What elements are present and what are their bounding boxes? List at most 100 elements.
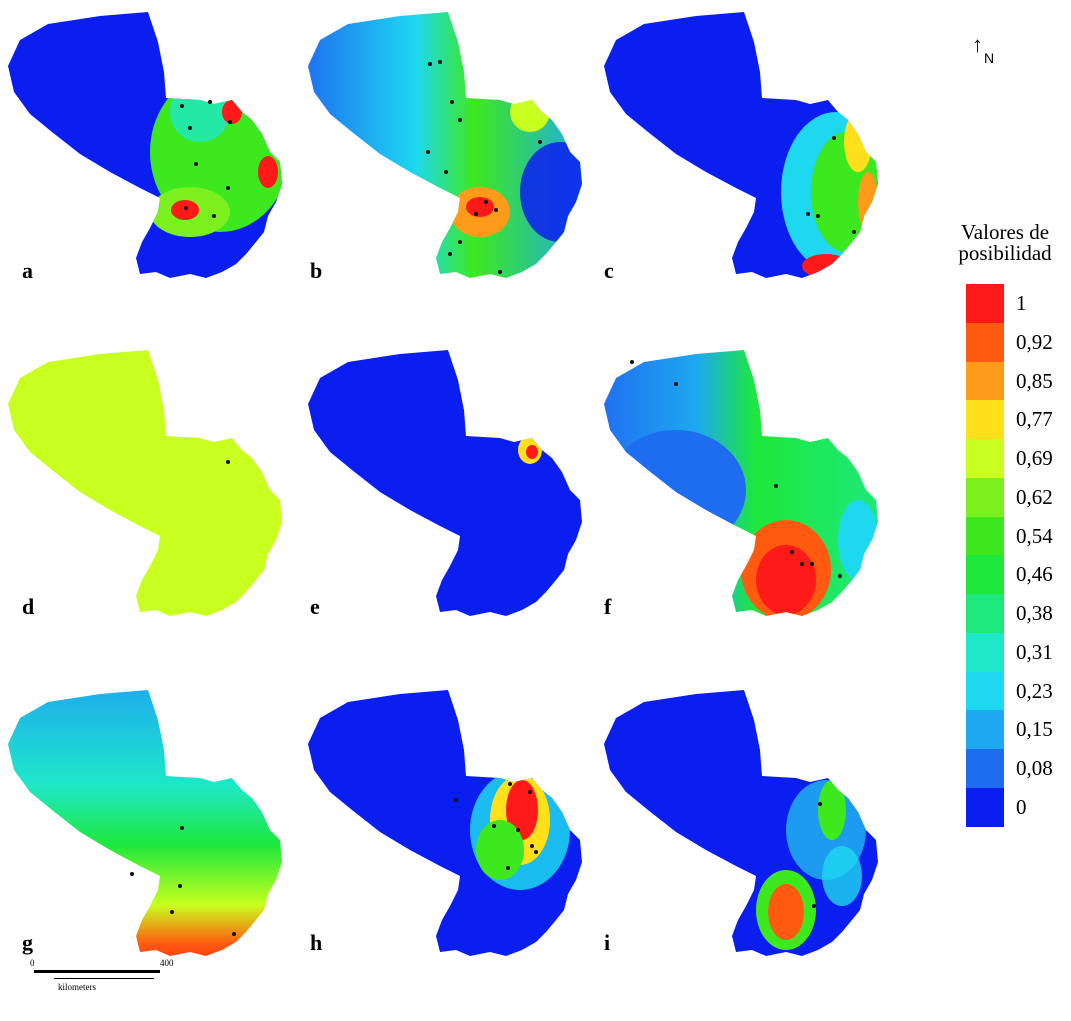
scale-end-label: 400 [160,958,174,968]
legend-swatch [966,787,1004,827]
legend-swatch [966,284,1004,323]
occurrence-point [180,826,184,830]
map-region [606,430,746,550]
legend-value-label: 0,38 [1016,601,1053,625]
map-region [844,112,872,172]
occurrence-point [800,562,804,566]
legend-title-line1: Valores de [960,220,1050,244]
occurrence-point [630,360,634,364]
occurrence-point [530,844,534,848]
map-region [466,197,494,217]
occurrence-point [194,162,198,166]
occurrence-point [428,62,432,66]
map-region [170,82,230,142]
map-fill [8,350,282,616]
occurrence-point [212,214,216,218]
legend-value-label: 0,31 [1016,639,1053,664]
occurrence-point [208,100,212,104]
map-region [526,445,538,459]
occurrence-point [838,574,842,578]
map-region [222,100,242,124]
occurrence-point [170,910,174,914]
occurrence-point [226,460,230,464]
legend-swatch [966,555,1004,594]
legend-swatch [966,516,1004,556]
occurrence-point [806,212,810,216]
scale-bar-segment [34,970,88,972]
legend-value-label: 0,92 [1016,329,1053,354]
legend-swatch [966,477,1004,517]
occurrence-point [674,382,678,386]
map-region [171,200,199,220]
occurrence-point [516,828,520,832]
map-region [258,156,278,188]
map-region [140,243,260,271]
map-panel-f [596,340,886,640]
legend-labels: 1 0,92 0,85 0,77 0,69 0,62 0,54 0,46 0,38 0,31 0,2… [1016,284,1071,904]
occurrence-point [426,150,430,154]
occurrence-point [444,170,448,174]
legend-value-label: 1 [1016,291,1027,315]
occurrence-point [454,798,458,802]
scale-underline [54,978,154,979]
map-region [858,172,878,232]
map-panel-a [0,2,290,302]
legend-swatch [966,749,1004,788]
map-region [506,780,538,840]
legend-value-label: 0,62 [1016,484,1053,509]
legend-value-label: 0,15 [1016,717,1053,742]
occurrence-point [538,140,542,144]
scale-start-label: 0 [30,958,35,968]
occurrence-point [534,850,538,854]
panel-label-f: f [604,594,612,619]
occurrence-point [184,206,188,210]
map-region [802,254,850,278]
occurrence-point [498,270,502,274]
scale-bar-line [34,970,160,973]
legend-swatch [966,439,1004,478]
legend-value-label: 0,54 [1016,523,1053,548]
legend-swatch [966,594,1004,633]
map-fill [308,350,582,616]
legend-color-bar [966,284,1004,904]
map-panel-e [300,340,590,640]
occurrence-point [812,904,816,908]
occurrence-point [484,200,488,204]
legend-swatch [966,671,1004,711]
legend-value-label: 0,46 [1016,562,1053,587]
occurrence-point [852,230,856,234]
panel-label-b: b [310,258,323,283]
map-region [510,92,550,132]
legend-swatch [966,361,1004,401]
map-region [838,500,878,580]
occurrence-point [528,790,532,794]
occurrence-point [178,884,182,888]
legend-swatch [966,322,1004,362]
map-panel-g [0,680,290,980]
legend-swatch [966,400,1004,439]
occurrence-point [188,126,192,130]
map-fill [8,690,282,956]
occurrence-point [448,252,452,256]
occurrence-point [492,824,496,828]
map-panel-c [596,2,886,302]
map-region [818,780,846,840]
map-region [768,884,804,940]
occurrence-point [832,136,836,140]
scale-bar: 0 400 kilometers [24,958,174,1018]
map-region [822,846,862,906]
scale-unit-label: kilometers [58,982,96,992]
panel-label-e: e [310,594,320,619]
occurrence-point [232,932,236,936]
legend-value-label: 0,69 [1016,446,1053,470]
occurrence-point [494,208,498,212]
panel-label-c: c [604,258,614,283]
legend-swatch [966,632,1004,672]
occurrence-point [506,866,510,870]
map-panel-i [596,680,886,980]
map-panel-h [300,680,590,980]
occurrence-point [450,100,454,104]
map-panel-b [300,2,590,302]
legend-value-label: 0,77 [1016,407,1053,432]
occurrence-point [790,550,794,554]
